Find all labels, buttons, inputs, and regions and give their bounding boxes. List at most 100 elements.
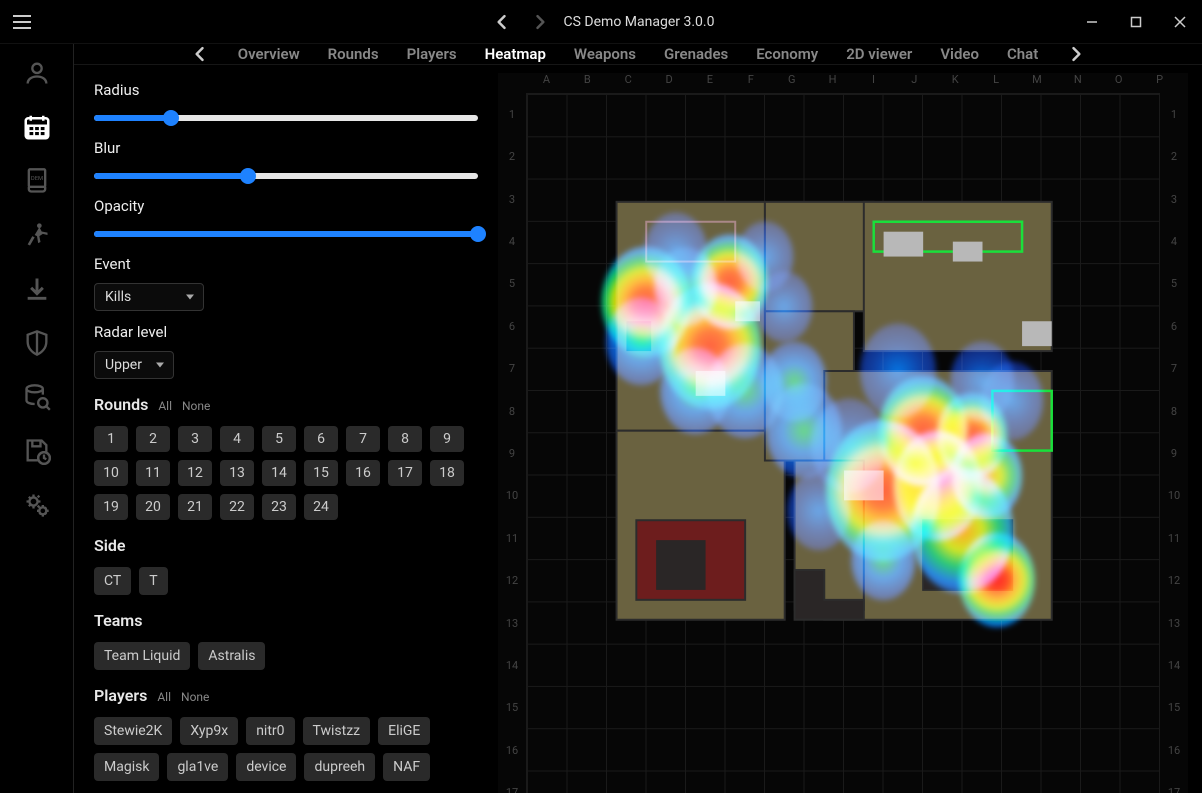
grid-col-label: M <box>1017 73 1058 93</box>
sidebar-calendar-icon[interactable] <box>22 112 52 142</box>
sidebar-save-clock-icon[interactable] <box>22 436 52 466</box>
team-chip-team-liquid[interactable]: Team Liquid <box>94 642 190 670</box>
rounds-heading: Rounds <box>94 395 148 414</box>
grid-row-label: 10 <box>498 475 526 517</box>
tab-players[interactable]: Players <box>407 45 457 63</box>
round-chip-21[interactable]: 21 <box>178 494 212 520</box>
player-chip-stewie2k[interactable]: Stewie2K <box>94 717 172 745</box>
window-close-icon[interactable] <box>1164 6 1196 38</box>
player-chip-gla1ve[interactable]: gla1ve <box>167 753 228 781</box>
tab-heatmap[interactable]: Heatmap <box>485 45 546 63</box>
side-chip-t[interactable]: T <box>139 567 167 595</box>
round-chip-20[interactable]: 20 <box>136 494 170 520</box>
player-chip-magisk[interactable]: Magisk <box>94 753 159 781</box>
player-chip-device[interactable]: device <box>236 753 296 781</box>
sidebar-player-run-icon[interactable] <box>22 220 52 250</box>
round-chip-11[interactable]: 11 <box>136 460 170 486</box>
side-chip-ct[interactable]: CT <box>94 567 131 595</box>
radar-level-select[interactable]: Upper <box>94 351 174 379</box>
sidebar-profile-icon[interactable] <box>22 58 52 88</box>
tabs-scroll-right-icon[interactable] <box>1066 44 1086 64</box>
round-chip-23[interactable]: 23 <box>262 494 296 520</box>
sidebar-settings-icon[interactable] <box>22 490 52 520</box>
player-chip-dupreeh[interactable]: dupreeh <box>304 753 375 781</box>
nav-back-icon[interactable] <box>488 8 516 36</box>
player-chip-nitr0[interactable]: nitr0 <box>246 717 294 745</box>
sidebar-db-search-icon[interactable] <box>22 382 52 412</box>
heatmap-canvas[interactable] <box>526 93 1160 793</box>
radar-level-value: Upper <box>105 357 142 373</box>
tabs-scroll-left-icon[interactable] <box>190 44 210 64</box>
round-chip-4[interactable]: 4 <box>220 426 254 452</box>
grid-row-label: 4 <box>498 220 526 262</box>
grid-col-label: D <box>649 73 690 93</box>
event-label: Event <box>94 255 478 273</box>
round-chip-7[interactable]: 7 <box>346 426 380 452</box>
grid-row-label: 16 <box>1160 729 1188 771</box>
round-chip-12[interactable]: 12 <box>178 460 212 486</box>
grid-row-label: 11 <box>498 517 526 559</box>
round-chip-14[interactable]: 14 <box>262 460 296 486</box>
radius-slider[interactable] <box>94 109 478 127</box>
team-chip-astralis[interactable]: Astralis <box>198 642 265 670</box>
round-chip-8[interactable]: 8 <box>388 426 422 452</box>
player-chip-twistzz[interactable]: Twistzz <box>303 717 371 745</box>
tab-video[interactable]: Video <box>940 45 979 63</box>
grid-row-label: 10 <box>1160 475 1188 517</box>
round-chip-1[interactable]: 1 <box>94 426 128 452</box>
window-minimize-icon[interactable] <box>1076 6 1108 38</box>
player-chip-naf[interactable]: NAF <box>383 753 430 781</box>
grid-col-label: C <box>608 73 649 93</box>
tab-grenades[interactable]: Grenades <box>664 45 728 63</box>
round-chip-13[interactable]: 13 <box>220 460 254 486</box>
round-chip-17[interactable]: 17 <box>388 460 422 486</box>
opacity-slider[interactable] <box>94 225 478 243</box>
heatmap-panel: ABCDEFGHIJKLMNOP ABCDEFGHIJKLMNOP 123456… <box>494 65 1202 793</box>
grid-col-label: O <box>1098 73 1139 93</box>
round-chip-10[interactable]: 10 <box>94 460 128 486</box>
page-tabs: Overview Rounds Players Heatmap Weapons Grena… <box>74 44 1202 65</box>
round-chip-15[interactable]: 15 <box>304 460 338 486</box>
tab-economy[interactable]: Economy <box>756 45 818 63</box>
tab-rounds[interactable]: Rounds <box>328 45 379 63</box>
rounds-select-none[interactable]: None <box>182 399 210 413</box>
players-select-all[interactable]: All <box>157 690 171 704</box>
round-chip-6[interactable]: 6 <box>304 426 338 452</box>
sidebar-download-icon[interactable] <box>22 274 52 304</box>
round-chip-2[interactable]: 2 <box>136 426 170 452</box>
grid-col-label: L <box>976 73 1017 93</box>
blur-slider[interactable] <box>94 167 478 185</box>
nav-forward-icon[interactable] <box>526 8 554 36</box>
heat-blob <box>959 533 1035 628</box>
event-select[interactable]: Kills <box>94 283 204 311</box>
sidebar-shield-icon[interactable] <box>22 328 52 358</box>
grid-row-label: 4 <box>1160 220 1188 262</box>
round-chip-22[interactable]: 22 <box>220 494 254 520</box>
round-chip-18[interactable]: 18 <box>430 460 464 486</box>
tab-chat[interactable]: Chat <box>1007 45 1038 63</box>
hamburger-menu-icon[interactable] <box>0 15 44 29</box>
player-chip-xyp9x[interactable]: Xyp9x <box>180 717 238 745</box>
round-chip-5[interactable]: 5 <box>262 426 296 452</box>
svg-text:DEM: DEM <box>30 176 42 182</box>
grid-row-label: 1 <box>1160 93 1188 135</box>
round-chip-9[interactable]: 9 <box>430 426 464 452</box>
grid-col-label: A <box>526 73 567 93</box>
tab-overview[interactable]: Overview <box>238 45 300 63</box>
player-chip-elige[interactable]: EliGE <box>378 717 430 745</box>
round-chip-3[interactable]: 3 <box>178 426 212 452</box>
grid-row-label: 5 <box>1160 263 1188 305</box>
players-heading: Players <box>94 686 147 705</box>
players-select-none[interactable]: None <box>181 690 209 704</box>
sidebar-demo-file-icon[interactable]: DEM <box>22 166 52 196</box>
tab-2d-viewer[interactable]: 2D viewer <box>846 45 912 63</box>
window-maximize-icon[interactable] <box>1120 6 1152 38</box>
round-chip-16[interactable]: 16 <box>346 460 380 486</box>
grid-row-label: 13 <box>1160 602 1188 644</box>
side-heading: Side <box>94 536 126 555</box>
tab-weapons[interactable]: Weapons <box>574 45 636 63</box>
rounds-select-all[interactable]: All <box>158 399 172 413</box>
grid-row-label: 1 <box>498 93 526 135</box>
round-chip-24[interactable]: 24 <box>304 494 338 520</box>
round-chip-19[interactable]: 19 <box>94 494 128 520</box>
